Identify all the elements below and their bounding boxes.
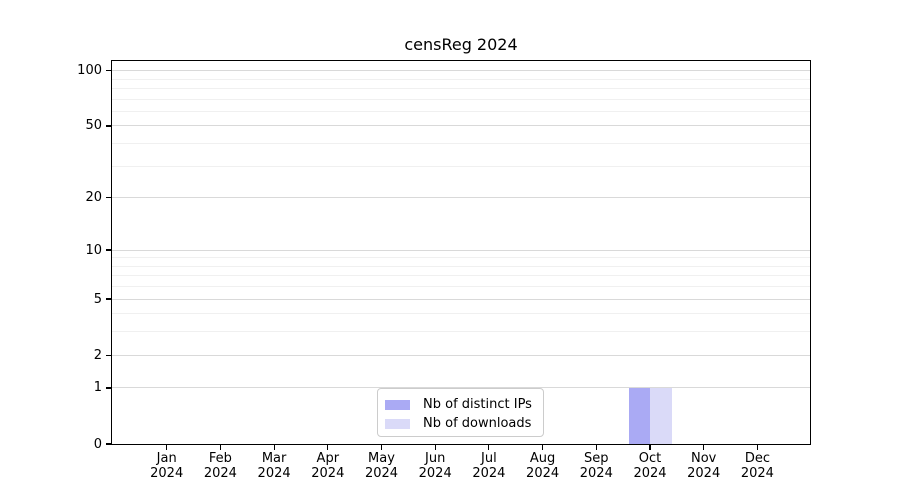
x-axis-tick-label: Sep 2024 [556, 451, 636, 481]
y-axis-tick-label: 1 [93, 380, 102, 396]
x-axis-tick-label: Jan 2024 [127, 451, 207, 481]
y-axis-tick [106, 249, 112, 251]
gridline-major [112, 197, 810, 199]
month-label: Mar [261, 451, 287, 466]
month-label: Apr [316, 451, 340, 466]
year-label: 2024 [526, 466, 560, 481]
year-label: 2024 [579, 466, 613, 481]
year-label: 2024 [150, 466, 184, 481]
legend-item-downloads: Nb of downloads [385, 414, 543, 433]
gridline-minor [112, 331, 810, 333]
y-axis-tick-label: 20 [85, 190, 102, 206]
y-axis-tick-label: 10 [85, 242, 102, 258]
y-axis-tick-label: 100 [77, 63, 102, 79]
x-axis-tick [542, 445, 544, 450]
gridline-major [112, 387, 810, 389]
x-axis-tick [488, 445, 490, 450]
x-axis-tick-label: Feb 2024 [180, 451, 260, 481]
gridline-minor [112, 78, 810, 80]
legend-swatch-downloads [385, 418, 410, 429]
month-label: Oct [638, 451, 662, 466]
gridline-minor [112, 143, 810, 145]
y-axis-tick [106, 443, 112, 445]
month-label: Sep [584, 451, 609, 466]
x-axis-tick [649, 445, 651, 450]
y-axis-tick [106, 298, 112, 300]
gridline-major [112, 354, 810, 356]
plot-area [112, 61, 810, 444]
month-label: May [368, 451, 395, 466]
y-axis-tick-label: 2 [93, 347, 102, 363]
year-label: 2024 [418, 466, 452, 481]
legend-swatch-distinct-ips [385, 399, 410, 410]
gridline-minor [112, 265, 810, 267]
year-label: 2024 [203, 466, 237, 481]
x-axis-tick-label: Jun 2024 [395, 451, 475, 481]
gridline-minor [112, 313, 810, 315]
month-label: Jan [156, 451, 177, 466]
x-axis-tick-label: Apr 2024 [288, 451, 368, 481]
x-axis-tick-label: Aug 2024 [503, 451, 583, 481]
gridline-major [112, 249, 810, 251]
year-label: 2024 [257, 466, 291, 481]
x-axis-tick-label: Dec 2024 [717, 451, 797, 481]
chart-title: censReg 2024 [404, 35, 518, 54]
gridline-minor [112, 165, 810, 167]
x-axis-tick [380, 445, 383, 450]
month-label: Nov [691, 451, 717, 466]
year-label: 2024 [740, 466, 774, 481]
y-axis-tick-label: 0 [93, 436, 102, 452]
x-axis-tick-label: May 2024 [342, 451, 422, 481]
x-axis-tick [703, 445, 705, 450]
y-axis-tick-label: 5 [93, 291, 102, 307]
month-label: Aug [529, 451, 556, 466]
x-axis-tick [756, 445, 758, 450]
x-axis-tick [434, 445, 436, 450]
y-axis-tick [106, 197, 112, 199]
legend: Nb of distinct IPs Nb of downloads [377, 388, 544, 437]
gridline-major [112, 125, 810, 127]
year-label: 2024 [472, 466, 506, 481]
legend-item-distinct-ips: Nb of distinct IPs [385, 395, 543, 414]
x-axis-tick [219, 445, 221, 450]
gridline-minor [112, 257, 810, 259]
year-label: 2024 [364, 466, 399, 481]
x-axis-tick [273, 445, 275, 450]
gridline-minor [112, 87, 810, 89]
legend-label-distinct-ips: Nb of distinct IPs [423, 396, 532, 412]
x-axis-tick-label: Mar 2024 [234, 451, 314, 481]
year-label: 2024 [687, 466, 721, 481]
x-axis-tick-label: Nov 2024 [664, 451, 744, 481]
x-axis-tick-label: Jul 2024 [449, 451, 529, 481]
plot-frame [111, 60, 811, 445]
month-label: Feb [208, 451, 232, 466]
y-axis-tick [106, 354, 112, 356]
gridline-minor [112, 275, 810, 277]
bar-distinct-ips [628, 387, 650, 444]
x-axis-tick-label: Oct 2024 [610, 451, 690, 481]
gridline-minor [112, 286, 810, 288]
legend-label-downloads: Nb of downloads [423, 415, 532, 431]
y-axis-tick-label: 50 [85, 118, 102, 134]
month-label: Jun [425, 451, 446, 466]
x-axis-tick [166, 445, 168, 450]
month-label: Jul [481, 451, 497, 466]
month-label: Dec [744, 451, 770, 466]
bar-downloads [650, 387, 672, 444]
y-axis-tick [106, 70, 112, 72]
gridline-major [112, 70, 810, 72]
y-axis-tick [106, 125, 112, 127]
gridline-major [112, 298, 810, 300]
gridline-minor [112, 98, 810, 100]
y-axis-tick [106, 387, 112, 389]
gridline-minor [112, 110, 810, 112]
x-axis-tick [327, 445, 329, 450]
year-label: 2024 [311, 466, 345, 481]
x-axis-tick [595, 445, 597, 450]
year-label: 2024 [633, 466, 667, 481]
